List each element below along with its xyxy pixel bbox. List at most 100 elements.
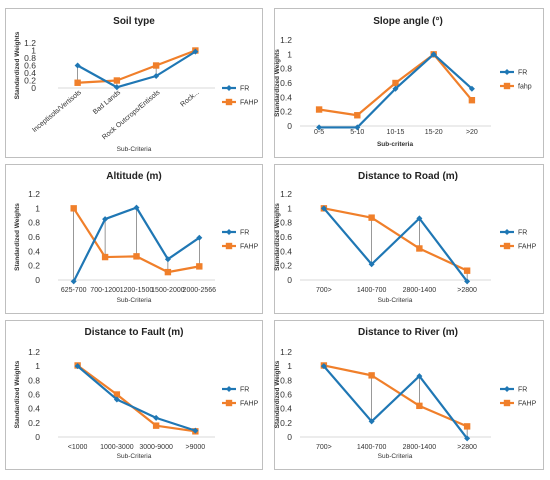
- data-point-fr: [354, 124, 361, 131]
- y-tick-label: 0.4: [280, 92, 292, 102]
- x-tick-label: 3000-9000: [139, 444, 173, 451]
- y-tick-label: 0.8: [280, 64, 292, 74]
- y-axis-label: Standardized Weights: [14, 203, 21, 271]
- x-tick-label: 1500-2000: [151, 287, 185, 294]
- data-point-fr: [74, 363, 81, 370]
- data-point-fr: [192, 427, 199, 434]
- y-tick-label: 0: [287, 121, 292, 131]
- series-line-fahp: [323, 364, 468, 428]
- x-tick-label: >20: [466, 129, 478, 136]
- x-axis-label: Sub-criteria: [377, 141, 414, 148]
- chart-title: Slope angle (°): [373, 16, 443, 27]
- legend-marker: [225, 98, 233, 106]
- y-tick-label: 1.2: [280, 189, 292, 199]
- data-point-fahp: [196, 263, 203, 270]
- x-tick-label: 1000-3000: [100, 444, 134, 451]
- legend-label: fahp: [518, 84, 532, 91]
- data-point-fr: [416, 373, 423, 380]
- legend-marker: [225, 399, 233, 407]
- y-tick-label: 1: [35, 361, 40, 371]
- legend-label: FAHP: [518, 401, 537, 408]
- x-tick-label: 10-15: [387, 129, 405, 136]
- legend-label: FAHP: [518, 244, 537, 251]
- data-point-fahp: [70, 205, 77, 212]
- x-tick-label: Bad Lands: [92, 89, 123, 116]
- x-tick-label: 5-10: [350, 129, 364, 136]
- series-line-fahp: [77, 49, 196, 84]
- y-tick-label: 0.2: [280, 261, 292, 271]
- data-point-fr: [320, 363, 327, 370]
- x-tick-label: 1200-1500: [120, 287, 154, 294]
- data-point-fr: [430, 51, 437, 58]
- y-tick-label: 0.2: [28, 418, 40, 428]
- x-tick-label: >2800: [457, 287, 477, 294]
- y-tick-label: 0.6: [280, 232, 292, 242]
- y-axis-label: Standardized Weights: [274, 360, 281, 428]
- y-tick-label: 0.2: [28, 261, 40, 271]
- chart-panel-distance-to-fault: [5, 320, 263, 470]
- x-tick-label: 700>: [316, 287, 332, 294]
- data-point-fahp: [152, 422, 160, 429]
- y-axis-label: Standardized Weights: [274, 49, 281, 117]
- data-point-fahp: [368, 214, 375, 221]
- x-axis-label: Sub-Criteria: [117, 146, 152, 153]
- data-point-fr: [464, 278, 471, 285]
- x-tick-label: 0-5: [314, 129, 324, 136]
- legend-marker: [503, 82, 511, 90]
- series-line-fr: [323, 207, 469, 283]
- y-tick-label: 1.2: [28, 189, 40, 199]
- legend-label: FR: [518, 230, 527, 237]
- x-axis-label: Sub-Criteria: [378, 297, 413, 304]
- data-point-fahp: [354, 112, 361, 119]
- y-tick-label: 0: [287, 432, 292, 442]
- chart-title: Altitude (m): [106, 171, 162, 182]
- legend-label: FR: [518, 70, 527, 77]
- data-point-fahp: [368, 372, 375, 379]
- chart-title: Soil type: [113, 16, 155, 27]
- legend-marker: [504, 69, 510, 75]
- legend-marker: [504, 229, 510, 235]
- y-tick-label: 0.8: [280, 375, 292, 385]
- y-tick-label: 0.2: [24, 76, 36, 86]
- data-point-fahp: [416, 245, 423, 252]
- y-tick-label: 1.2: [24, 38, 36, 48]
- data-point-fahp: [416, 402, 423, 410]
- y-tick-label: 1.2: [28, 347, 40, 357]
- y-tick-label: 0: [287, 275, 292, 285]
- x-tick-label: 1400-700: [357, 444, 387, 451]
- chart-panel-distance-to-river: [274, 320, 544, 470]
- data-point-fr: [416, 215, 423, 222]
- y-tick-label: 1: [287, 49, 292, 59]
- y-tick-label: 0: [31, 83, 36, 93]
- x-tick-label: Inceptisols/Vertisols: [31, 89, 83, 134]
- y-axis-label: Standardized Weights: [14, 360, 21, 428]
- legend-marker: [226, 229, 232, 235]
- y-tick-label: 0.8: [28, 375, 40, 385]
- data-point-fr: [316, 124, 323, 131]
- data-point-fr: [102, 216, 109, 223]
- data-point-fahp: [113, 391, 121, 398]
- x-tick-label: Rock...: [179, 89, 200, 108]
- y-tick-label: 0.4: [24, 68, 36, 78]
- data-point-fahp: [113, 77, 121, 84]
- y-tick-label: 0.6: [280, 390, 292, 400]
- data-point-fr: [153, 73, 160, 79]
- x-axis-label: Sub-Criteria: [117, 453, 152, 460]
- data-point-fr: [196, 234, 203, 241]
- x-tick-label: <1000: [68, 444, 88, 451]
- y-tick-label: 0.8: [280, 218, 292, 228]
- x-tick-label: 700>: [316, 444, 332, 451]
- data-point-fr: [464, 435, 471, 442]
- data-point-fr: [368, 418, 375, 425]
- series-line-fr: [77, 50, 196, 89]
- x-tick-label: 2000-2566: [183, 287, 217, 294]
- legend-marker: [226, 386, 232, 392]
- x-tick-label: 2800-1400: [403, 287, 437, 294]
- y-tick-label: 0.2: [280, 418, 292, 428]
- legend-label: FR: [240, 387, 249, 394]
- y-tick-label: 0.4: [280, 246, 292, 256]
- data-point-fr: [153, 414, 160, 421]
- data-point-fahp: [101, 253, 109, 261]
- y-tick-label: 0: [35, 275, 40, 285]
